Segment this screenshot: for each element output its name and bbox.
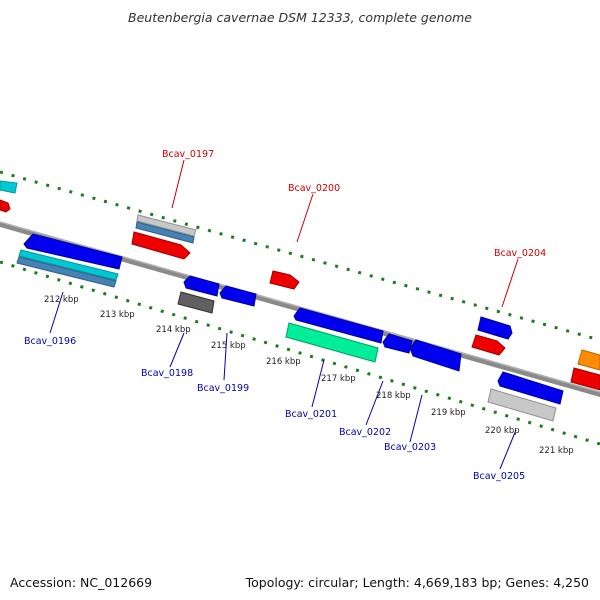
kbp-label: 213 kbp	[100, 310, 135, 320]
gene-feature[interactable]	[477, 316, 513, 340]
gene-feature[interactable]	[471, 334, 506, 356]
gene-feature[interactable]	[177, 291, 215, 314]
kbp-label: 220 kbp	[485, 426, 520, 436]
gene-label-reverse[interactable]: Bcav_0202	[339, 427, 391, 438]
gene-label-reverse[interactable]: Bcav_0203	[384, 442, 436, 453]
kbp-label: 218 kbp	[376, 391, 411, 401]
gene-feature[interactable]	[183, 275, 220, 297]
summary-text: Topology: circular; Length: 4,669,183 bp…	[245, 575, 589, 590]
gene-label-reverse[interactable]: Bcav_0205	[473, 471, 525, 482]
kbp-label: 219 kbp	[431, 408, 466, 418]
gene-feature[interactable]	[135, 221, 195, 244]
gene-label-reverse[interactable]: Bcav_0199	[197, 383, 249, 394]
gene-feature[interactable]	[269, 270, 300, 290]
forward-leader-lines	[171, 159, 519, 308]
accession-text: Accession: NC_012669	[10, 575, 153, 590]
gene-feature[interactable]	[219, 285, 257, 307]
gene-feature[interactable]	[409, 339, 462, 372]
kbp-label: 214 kbp	[156, 325, 191, 335]
gene-label-forward[interactable]: Bcav_0200	[288, 183, 340, 194]
gene-feature[interactable]	[570, 367, 600, 391]
gene-feature[interactable]	[136, 214, 197, 237]
kbp-label: 216 kbp	[266, 357, 301, 367]
gene-feature[interactable]	[285, 322, 379, 363]
gene-label-forward[interactable]: Bcav_0197	[162, 149, 214, 160]
gene-feature[interactable]	[0, 180, 18, 194]
gene-feature[interactable]	[577, 349, 600, 371]
gene-feature[interactable]	[18, 249, 119, 281]
gene-feature[interactable]	[16, 256, 117, 288]
inner-tick-line	[0, 260, 600, 446]
kbp-label: 217 kbp	[321, 374, 356, 384]
gene-feature[interactable]	[487, 388, 557, 422]
gene-feature[interactable]	[497, 371, 564, 405]
gene-feature[interactable]	[293, 307, 384, 344]
map-title: Beutenbergia cavernae DSM 12333, complet…	[128, 10, 472, 25]
gene-feature[interactable]	[131, 231, 191, 260]
reverse-leader-lines	[49, 291, 517, 470]
kbp-label: 212 kbp	[44, 295, 79, 305]
kbp-label: 215 kbp	[211, 341, 246, 351]
gene-label-reverse[interactable]: Bcav_0201	[285, 409, 337, 420]
gene-feature[interactable]	[0, 199, 11, 213]
gene-label-forward[interactable]: Bcav_0204	[494, 248, 546, 259]
gene-feature[interactable]	[23, 233, 123, 270]
gene-label-reverse[interactable]: Bcav_0196	[24, 336, 76, 347]
kbp-label: 221 kbp	[539, 446, 574, 456]
gene-label-reverse[interactable]: Bcav_0198	[141, 368, 193, 379]
